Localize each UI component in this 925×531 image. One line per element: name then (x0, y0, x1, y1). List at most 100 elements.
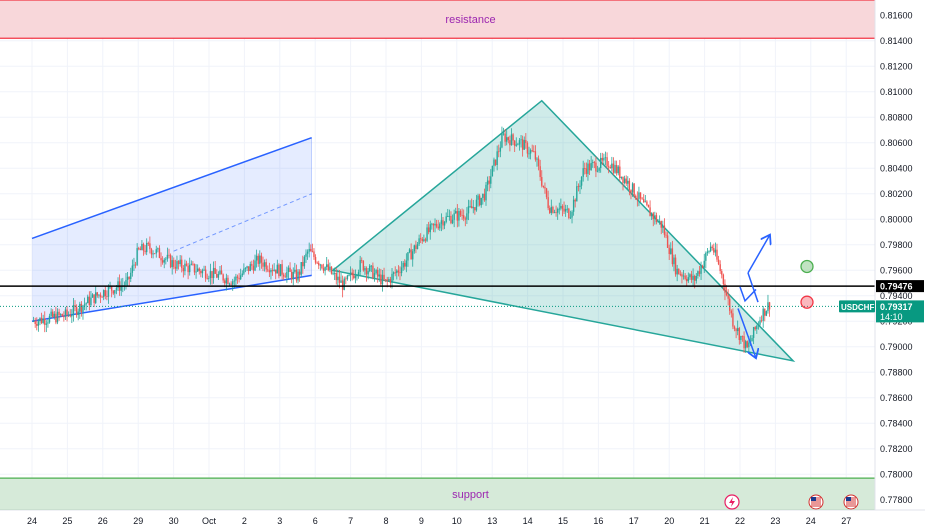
candle-body (208, 278, 210, 279)
levels[interactable] (0, 285, 875, 307)
candle-body (690, 274, 693, 280)
candle-body (388, 279, 390, 281)
ascending-channel[interactable] (31, 136, 312, 323)
candle-body (227, 277, 229, 284)
time-tick-label: 27 (841, 516, 851, 526)
candle-body (346, 275, 349, 280)
candle-body (150, 249, 153, 255)
channel-upper-line (31, 136, 312, 240)
candle-body (327, 264, 329, 271)
candle-body (39, 317, 41, 322)
price-tick-label: 0.80000 (880, 214, 913, 224)
candle-body (392, 272, 395, 274)
candle-body (615, 165, 618, 174)
candle-body (748, 342, 750, 348)
candle-body (61, 314, 63, 317)
candle-body (79, 303, 81, 312)
price-tick-label: 0.81600 (880, 10, 913, 20)
markers[interactable] (800, 259, 814, 309)
candle-body (604, 157, 607, 159)
candle-body (418, 238, 420, 245)
candle-body (494, 159, 497, 165)
candle-body (284, 276, 286, 278)
candle-body (463, 215, 465, 219)
candle-body (732, 313, 734, 327)
current-price-tag (876, 300, 924, 323)
candle-body (101, 296, 103, 298)
candle-body (453, 213, 455, 220)
candle-body (552, 206, 554, 213)
candle-body (228, 283, 231, 285)
candle-body (313, 251, 315, 258)
time-tick-label: 15 (558, 516, 568, 526)
candle-body (263, 262, 266, 267)
candle-body (529, 150, 532, 154)
candle-body (383, 274, 385, 280)
price-axis[interactable]: 0.81600 0.81400 0.81200 0.81000 0.80800 0.806… (839, 0, 925, 531)
time-tick-label: 24 (27, 516, 37, 526)
candle-body (58, 311, 60, 316)
candle-body (155, 249, 157, 254)
candle-body (225, 277, 228, 284)
candle-body (36, 323, 38, 326)
time-tick-label: 14 (523, 516, 533, 526)
candle-body (80, 303, 83, 313)
candle-body (671, 248, 674, 265)
candle-body (507, 137, 510, 141)
candle-body (558, 208, 560, 210)
candle-body (257, 255, 259, 264)
candle-body (281, 264, 283, 275)
candle-body (189, 264, 191, 273)
time-tick-label: 17 (629, 516, 639, 526)
candle-body (243, 268, 245, 274)
candle-body (275, 269, 277, 274)
projection-arrows[interactable] (737, 235, 770, 359)
candle-body (513, 140, 516, 146)
candle-body (506, 137, 508, 142)
candle-body (657, 221, 659, 223)
candle-body (308, 248, 310, 252)
candle-body (423, 239, 425, 242)
candle-body (768, 302, 771, 310)
candle-body (219, 270, 221, 275)
candle-body (646, 201, 648, 205)
candle-body (752, 327, 755, 338)
candle-body (501, 133, 503, 148)
candle-body (419, 238, 422, 240)
candle-body (585, 168, 588, 174)
channel-mid-line (173, 193, 312, 252)
candle-body (128, 276, 130, 280)
time-axis[interactable]: 24 25 26 29 30 Oct 2 3 6 7 8 9 10 13 14 15 16 17 20 21 22 23 2… (0, 509, 925, 531)
candle-body (34, 321, 36, 324)
candle-body (612, 163, 615, 173)
candle-body (407, 252, 409, 261)
candle-body (714, 249, 717, 253)
candle-body (321, 264, 323, 269)
candle-body (526, 143, 529, 154)
candle-body (104, 290, 106, 297)
candle-body (182, 268, 185, 272)
candle-body (722, 274, 725, 284)
candle-body (482, 193, 484, 198)
grid (0, 0, 875, 510)
candle-body (521, 139, 524, 150)
candle-body (145, 242, 148, 253)
candle-body (56, 311, 59, 323)
candle-body (474, 207, 476, 211)
candle-body (571, 211, 573, 218)
level-price-tag-text: 0.79476 (880, 282, 913, 292)
candle-body (636, 198, 639, 200)
candle-body (380, 274, 382, 285)
candle-body (402, 262, 404, 268)
event-icons[interactable] (724, 494, 859, 510)
candle-body (421, 238, 423, 242)
time-tick-label: 21 (700, 516, 710, 526)
candle-body (314, 257, 317, 263)
candle-body (310, 248, 312, 252)
candle-body (260, 255, 263, 263)
candle-body (220, 270, 223, 275)
candle-body (464, 218, 466, 220)
triangle-pattern[interactable] (331, 99, 796, 363)
arrow-zigzag (747, 272, 759, 303)
